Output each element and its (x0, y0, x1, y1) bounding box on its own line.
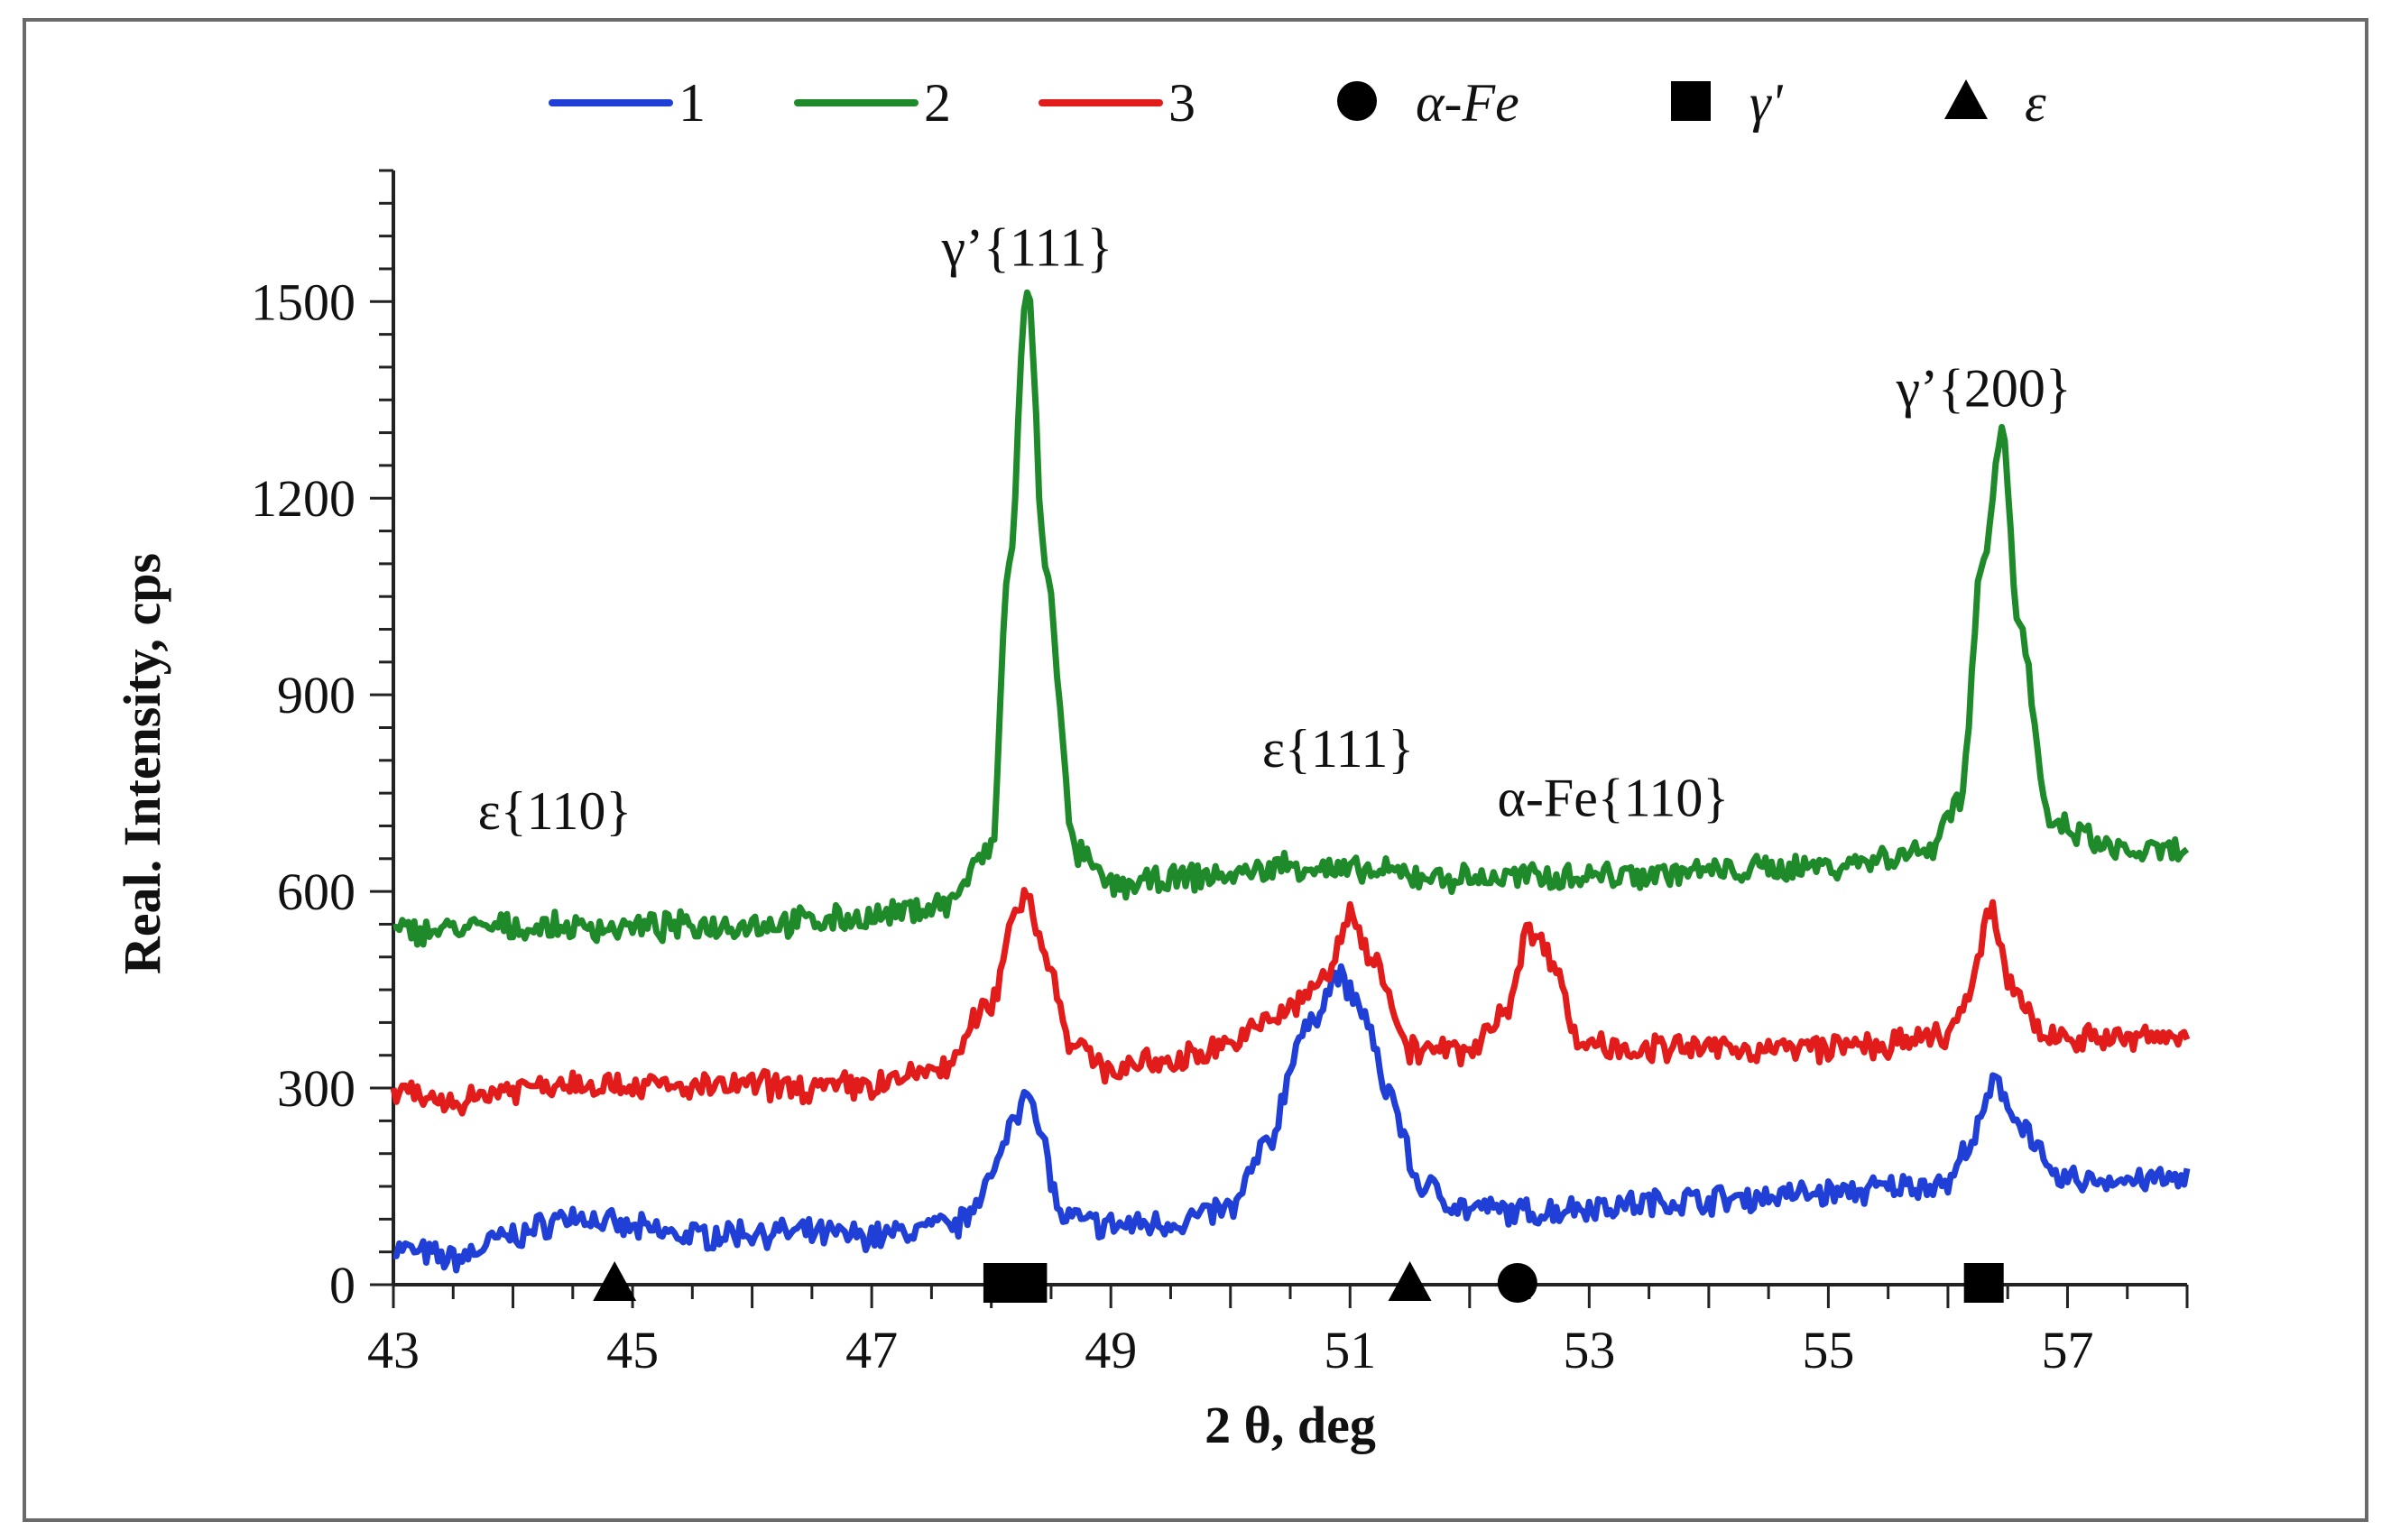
x-tick-label: 51 (1324, 1321, 1376, 1379)
marker-circle (1497, 1263, 1537, 1303)
legend-symbol-circle (1337, 81, 1377, 121)
y-tick-label: 600 (277, 862, 355, 921)
x-tick-label: 47 (845, 1321, 898, 1379)
peak-label: α-Fe{110} (1497, 769, 1729, 828)
legend-label-1: 1 (679, 73, 706, 133)
series-2-line (392, 289, 2190, 948)
marker-square (1963, 1263, 2004, 1303)
series-group (390, 289, 2191, 1274)
x-tick-label: 55 (1802, 1321, 1854, 1379)
series-1-line (392, 963, 2191, 1274)
peak-label: ε{111} (1262, 719, 1414, 779)
y-tick-label: 300 (277, 1059, 355, 1118)
legend-label-triangle: ε (2025, 73, 2046, 133)
x-tick-label: 49 (1085, 1321, 1137, 1379)
legend-label-circle: α-Fe (1416, 73, 1519, 133)
figure-frame: 0 300 600 900 1200 1500 43 45 47 49 51 53 55 57 γ’{11… (23, 18, 2368, 1522)
peak-annotations: γ’{111} γ’{200} ε{111} ε{110} α-Fe{110} (478, 217, 2072, 841)
marker-square (1007, 1263, 1048, 1303)
legend-label-square: γ' (1749, 73, 1784, 133)
legend-symbol-square (1671, 81, 1711, 121)
y-axis-title: Real. Intensity, cps (113, 553, 171, 974)
peak-label: γ’{200} (1896, 359, 2072, 419)
y-tick-label: 1500 (251, 272, 355, 331)
peak-label: ε{110} (478, 781, 632, 841)
legend-label-3: 3 (1168, 73, 1196, 133)
y-tick-label: 900 (277, 666, 355, 724)
peak-label: γ’{111} (941, 217, 1113, 277)
y-tick-label: 0 (329, 1256, 355, 1314)
x-tick-label: 43 (367, 1321, 420, 1379)
axes: 0 300 600 900 1200 1500 43 45 47 49 51 53 55 57 (251, 169, 2189, 1379)
x-axis-title: 2 θ, deg (1205, 1396, 1376, 1454)
x-tick-label: 45 (606, 1321, 659, 1379)
legend-symbol-triangle (1944, 79, 1988, 119)
x-tick-label: 57 (2041, 1321, 2093, 1379)
x-tick-label: 53 (1563, 1321, 1615, 1379)
marker-triangle (1388, 1261, 1432, 1301)
legend-label-2: 2 (924, 73, 951, 133)
xrd-chart: 0 300 600 900 1200 1500 43 45 47 49 51 53 55 57 γ’{11… (113, 73, 2191, 1454)
series-3-line (390, 887, 2191, 1117)
y-tick-label: 1200 (251, 469, 355, 528)
marker-triangle (593, 1261, 637, 1301)
legend: 1 2 3 α-Fe γ' ε (549, 73, 2046, 133)
phase-markers (593, 1261, 2004, 1303)
